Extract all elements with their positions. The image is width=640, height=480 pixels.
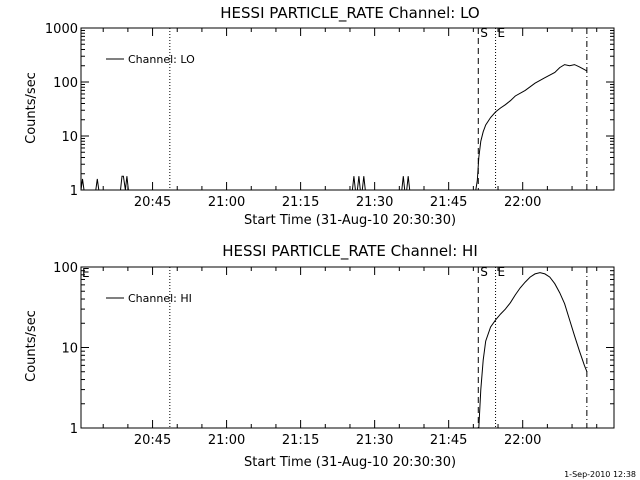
marker-label: S [480,265,488,279]
chart-title: HESSI PARTICLE_RATE Channel: LO [220,4,479,23]
chart-panel-lo: HESSI PARTICLE_RATE Channel: LO 20:45 21:… [24,4,615,228]
x-tick-label: 20:45 [134,433,171,448]
y-tick-label: 1000 [45,22,78,37]
x-tick-label: 21:15 [282,195,319,210]
y-tick-label: 1 [70,184,78,199]
marker-label: E [498,265,506,279]
legend-entry: Channel: HI [128,292,192,305]
y-tick-label: 1 [70,422,78,437]
axis-ticks: 20:45 21:00 21:15 21:30 21:45 22:00 1 10 100 1000 [45,22,614,210]
x-axis-label: Start Time (31-Aug-10 20:30:30) [244,213,456,228]
marker-label: S [480,26,488,40]
chart-title: HESSI PARTICLE_RATE Channel: HI [222,242,478,261]
x-tick-label: 21:45 [430,433,467,448]
x-tick-label: 21:15 [282,433,319,448]
x-tick-label: 21:30 [356,195,393,210]
x-tick-label: 20:45 [134,195,171,210]
legend-entry: Channel: LO [128,53,195,66]
marker-label: E [498,26,506,40]
y-tick-label: 10 [61,342,78,357]
x-tick-label: 21:00 [208,195,245,210]
chart-panel-hi: HESSI PARTICLE_RATE Channel: HI 20:45 21:… [24,242,615,470]
footer-timestamp: 1-Sep-2010 12:38 [564,470,636,479]
x-tick-label: 22:00 [504,195,541,210]
x-axis-label: Start Time (31-Aug-10 20:30:30) [244,455,456,470]
y-tick-label: 100 [53,261,78,276]
corner-marker-label: E [82,266,90,280]
y-tick-label: 100 [53,76,78,91]
y-axis-label: Counts/sec [24,72,39,144]
series-line-lo [80,64,588,191]
x-tick-label: 22:00 [504,433,541,448]
axis-ticks: 20:45 21:00 21:15 21:30 21:45 22:00 1 10 100 [53,261,614,448]
x-tick-label: 21:45 [430,195,467,210]
y-axis-label: Counts/sec [24,310,39,382]
series-line-hi [478,272,588,429]
x-tick-label: 21:30 [356,433,393,448]
y-tick-label: 10 [61,130,78,145]
x-tick-label: 21:00 [208,433,245,448]
